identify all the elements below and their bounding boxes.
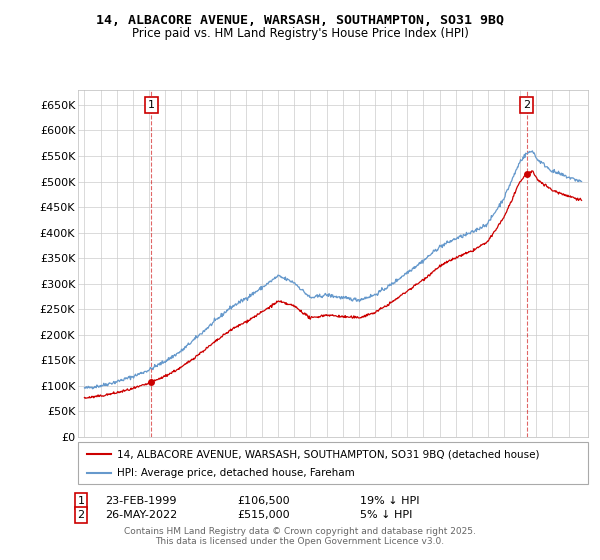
- Text: 5% ↓ HPI: 5% ↓ HPI: [360, 510, 412, 520]
- Text: 1: 1: [148, 100, 155, 110]
- Text: 14, ALBACORE AVENUE, WARSASH, SOUTHAMPTON, SO31 9BQ (detached house): 14, ALBACORE AVENUE, WARSASH, SOUTHAMPTO…: [117, 449, 539, 459]
- Text: HPI: Average price, detached house, Fareham: HPI: Average price, detached house, Fare…: [117, 468, 355, 478]
- Text: 2: 2: [77, 510, 85, 520]
- Text: 23-FEB-1999: 23-FEB-1999: [105, 496, 176, 506]
- Text: £515,000: £515,000: [237, 510, 290, 520]
- Text: Price paid vs. HM Land Registry's House Price Index (HPI): Price paid vs. HM Land Registry's House …: [131, 27, 469, 40]
- Text: 1: 1: [77, 496, 85, 506]
- Text: 2: 2: [523, 100, 530, 110]
- Text: 19% ↓ HPI: 19% ↓ HPI: [360, 496, 419, 506]
- Text: £106,500: £106,500: [237, 496, 290, 506]
- Text: 26-MAY-2022: 26-MAY-2022: [105, 510, 177, 520]
- Text: 14, ALBACORE AVENUE, WARSASH, SOUTHAMPTON, SO31 9BQ: 14, ALBACORE AVENUE, WARSASH, SOUTHAMPTO…: [96, 14, 504, 27]
- Text: Contains HM Land Registry data © Crown copyright and database right 2025.
This d: Contains HM Land Registry data © Crown c…: [124, 526, 476, 546]
